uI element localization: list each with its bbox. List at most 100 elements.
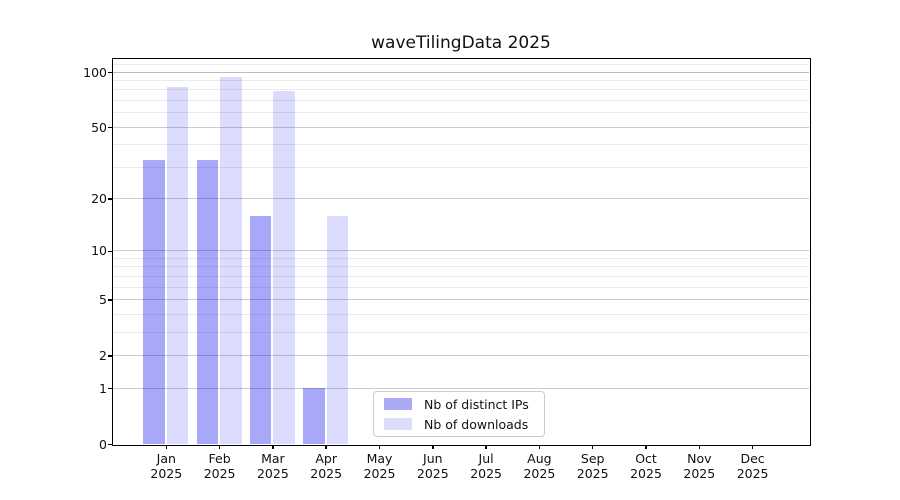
minor-gridline bbox=[112, 275, 809, 277]
x-tick-year: 2025 bbox=[470, 466, 502, 481]
x-tick-month: Jan bbox=[156, 451, 176, 466]
x-tick-label: Aug 2025 bbox=[512, 451, 566, 481]
y-tick-label: 100 bbox=[83, 64, 107, 80]
minor-gridline bbox=[112, 313, 809, 315]
x-tick-month: Aug bbox=[527, 451, 552, 466]
major-gridline bbox=[112, 198, 809, 200]
plot-area bbox=[111, 57, 811, 446]
x-tick-year: 2025 bbox=[310, 466, 343, 481]
x-tick-label: Jul 2025 bbox=[459, 451, 513, 481]
y-tick-mark bbox=[108, 355, 112, 357]
y-tick-mark bbox=[108, 250, 112, 253]
x-tick-month: Mar bbox=[261, 451, 285, 466]
y-tick-mark bbox=[108, 299, 112, 301]
bar-downloads bbox=[326, 215, 349, 444]
y-tick-mark bbox=[108, 443, 112, 446]
x-tick-month: Feb bbox=[208, 451, 231, 466]
x-tick-label: Feb 2025 bbox=[193, 451, 247, 481]
x-tick-year: 2025 bbox=[203, 466, 236, 481]
legend-label-downloads: Nb of downloads bbox=[424, 416, 529, 432]
x-tick-label: Oct 2025 bbox=[619, 451, 673, 481]
y-tick-label: 10 bbox=[91, 243, 107, 259]
x-tick-year: 2025 bbox=[630, 466, 662, 481]
x-tick-month: Jun bbox=[423, 451, 443, 466]
y-tick-mark bbox=[108, 198, 112, 200]
x-tick-label: Dec 2025 bbox=[726, 451, 780, 481]
y-tick-mark bbox=[108, 126, 112, 129]
x-tick-label: Mar 2025 bbox=[246, 451, 300, 481]
x-tick-label: Sep 2025 bbox=[566, 451, 620, 481]
legend-swatch-downloads-icon bbox=[384, 417, 412, 431]
major-gridline bbox=[112, 387, 809, 389]
x-tick-label: Nov 2025 bbox=[672, 451, 726, 481]
bar-distinct-ips bbox=[143, 159, 165, 444]
x-tick-month: Sep bbox=[580, 451, 605, 466]
minor-gridline bbox=[112, 100, 809, 102]
x-tick-year: 2025 bbox=[150, 466, 183, 481]
y-tick-label: 20 bbox=[91, 191, 107, 207]
x-tick-year: 2025 bbox=[256, 466, 289, 481]
x-tick-month: Apr bbox=[315, 451, 337, 466]
minor-gridline bbox=[112, 331, 809, 333]
x-tick-mark bbox=[538, 445, 541, 449]
major-gridline bbox=[112, 354, 809, 356]
x-tick-mark bbox=[698, 445, 701, 449]
y-tick-mark bbox=[108, 71, 112, 74]
minor-gridline bbox=[112, 166, 809, 168]
bar-downloads bbox=[166, 87, 189, 444]
legend-item-downloads: Nb of downloads bbox=[374, 416, 544, 433]
legend-item-distinct-ips: Nb of distinct IPs bbox=[374, 396, 544, 413]
x-tick-year: 2025 bbox=[523, 466, 556, 481]
x-tick-mark bbox=[432, 445, 434, 449]
x-tick-month: May bbox=[366, 451, 393, 466]
major-gridline bbox=[112, 71, 809, 73]
y-tick-mark bbox=[108, 387, 112, 390]
minor-gridline bbox=[112, 286, 809, 288]
x-tick-mark bbox=[325, 445, 327, 449]
minor-gridline bbox=[112, 144, 809, 146]
chart-title: waveTilingData 2025 bbox=[371, 33, 551, 53]
x-tick-month: Oct bbox=[635, 451, 657, 466]
x-tick-mark bbox=[485, 445, 487, 449]
x-tick-year: 2025 bbox=[416, 466, 449, 481]
legend-swatch-distinct-ips-icon bbox=[384, 397, 412, 411]
x-tick-mark bbox=[645, 445, 647, 449]
x-tick-label: Jan 2025 bbox=[139, 451, 193, 481]
major-gridline bbox=[112, 126, 809, 128]
x-tick-mark bbox=[165, 445, 168, 449]
legend-label-distinct-ips: Nb of distinct IPs bbox=[424, 396, 529, 412]
bar-distinct-ips bbox=[303, 388, 325, 444]
bar-downloads bbox=[273, 90, 295, 444]
x-tick-mark bbox=[591, 445, 594, 449]
x-tick-label: Apr 2025 bbox=[299, 451, 353, 481]
bar-distinct-ips bbox=[249, 215, 272, 444]
x-tick-month: Dec bbox=[740, 451, 765, 466]
x-tick-mark bbox=[378, 445, 381, 449]
bar-downloads bbox=[220, 77, 242, 444]
y-tick-label: 1 bbox=[99, 380, 107, 396]
x-tick-year: 2025 bbox=[576, 466, 609, 481]
minor-gridline bbox=[112, 266, 809, 268]
x-tick-label: Jun 2025 bbox=[406, 451, 460, 481]
y-tick-label: 50 bbox=[91, 119, 107, 135]
major-gridline bbox=[112, 299, 809, 301]
major-gridline bbox=[112, 250, 809, 252]
minor-gridline bbox=[112, 258, 809, 259]
x-tick-year: 2025 bbox=[736, 466, 769, 481]
x-tick-mark bbox=[272, 445, 274, 449]
x-tick-month: Nov bbox=[687, 451, 712, 466]
y-tick-label: 5 bbox=[99, 292, 107, 308]
y-tick-label: 0 bbox=[99, 436, 107, 452]
x-tick-year: 2025 bbox=[683, 466, 716, 481]
x-tick-month: Jul bbox=[478, 451, 494, 466]
x-tick-mark bbox=[218, 445, 221, 449]
minor-gridline bbox=[112, 112, 809, 114]
x-tick-label: May 2025 bbox=[353, 451, 407, 481]
legend: Nb of distinct IPs Nb of downloads bbox=[373, 391, 545, 437]
bar-distinct-ips bbox=[196, 159, 219, 444]
minor-gridline bbox=[112, 64, 809, 66]
x-tick-year: 2025 bbox=[363, 466, 396, 481]
minor-gridline bbox=[112, 89, 809, 91]
minor-gridline bbox=[112, 80, 809, 82]
